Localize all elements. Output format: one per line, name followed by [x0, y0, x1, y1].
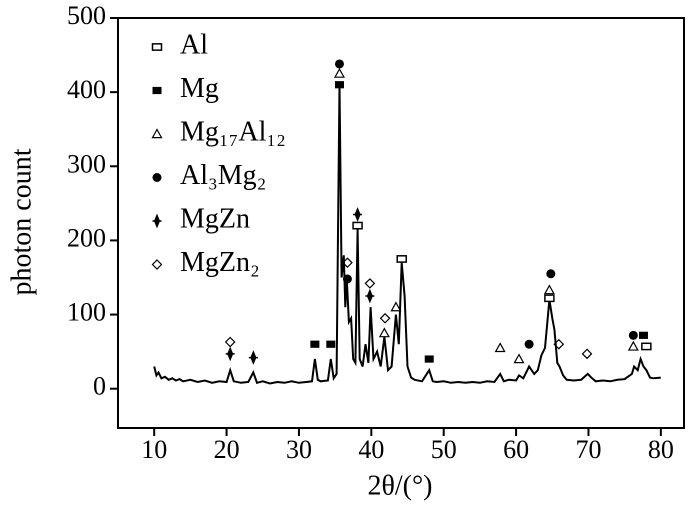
- x-tick-label: 10: [141, 435, 167, 464]
- plot-frame: [117, 17, 685, 429]
- phase-marker: [334, 59, 344, 69]
- pattern-line: [153, 84, 661, 385]
- phase-marker: [638, 331, 648, 339]
- phase-marker: [390, 301, 402, 312]
- legend-symbol: [151, 128, 163, 139]
- phase-marker: [248, 350, 258, 365]
- phase-marker: [396, 255, 407, 263]
- phase-marker: [524, 339, 534, 349]
- phase-marker: [543, 284, 555, 295]
- phase-marker: [326, 340, 336, 348]
- phase-marker: [342, 257, 353, 269]
- phase-marker: [379, 312, 391, 324]
- phase-marker: [641, 342, 652, 351]
- x-tick-label: 30: [286, 435, 312, 464]
- legend-symbol: [152, 86, 162, 95]
- x-tick-label: 80: [648, 435, 674, 464]
- phase-marker: [342, 274, 352, 284]
- x-axis-title: 2θ/(°): [367, 470, 432, 501]
- x-tick-label: 60: [503, 435, 529, 464]
- legend-symbol: [152, 173, 162, 182]
- phase-marker: [364, 278, 376, 289]
- legend-symbol: [152, 213, 162, 229]
- phase-marker: [352, 221, 363, 230]
- phase-marker: [494, 342, 506, 353]
- phase-marker: [581, 348, 593, 360]
- legend-label: Al₃Mg₂: [180, 160, 266, 191]
- phase-marker: [334, 81, 344, 89]
- x-tick-label: 20: [214, 435, 240, 464]
- phase-marker: [544, 294, 555, 303]
- legend-symbol: [151, 43, 163, 51]
- phase-marker: [365, 288, 375, 304]
- phase-marker: [353, 207, 363, 222]
- legend-label: Al: [180, 29, 208, 60]
- y-tick-label: 100: [67, 298, 106, 327]
- y-tick-label: 400: [67, 75, 106, 104]
- phase-marker: [546, 269, 556, 279]
- y-tick-label: 200: [67, 223, 106, 252]
- phase-marker: [224, 336, 236, 348]
- phase-marker: [310, 340, 320, 348]
- phase-marker: [627, 340, 639, 351]
- y-tick-label: 300: [67, 149, 106, 178]
- y-tick-label: 500: [67, 1, 106, 30]
- y-axis-title: photon count: [6, 148, 37, 295]
- x-tick-label: 50: [431, 435, 457, 464]
- phase-marker: [553, 338, 565, 350]
- legend-label: Mg₁₇Al₁₂: [180, 116, 286, 147]
- phase-marker: [333, 67, 345, 78]
- phase-marker: [424, 355, 434, 363]
- legend-symbol: [151, 259, 163, 270]
- legend-label: MgZn₂: [180, 247, 260, 278]
- y-tick-label: 0: [93, 372, 106, 401]
- x-tick-label: 40: [358, 435, 384, 464]
- phase-marker: [225, 346, 235, 362]
- phase-marker: [513, 353, 525, 364]
- x-tick-label: 70: [575, 435, 601, 464]
- phase-marker: [628, 330, 638, 340]
- phase-marker: [378, 327, 390, 338]
- legend-label: Mg: [180, 73, 219, 104]
- legend-label: MgZn: [180, 203, 250, 234]
